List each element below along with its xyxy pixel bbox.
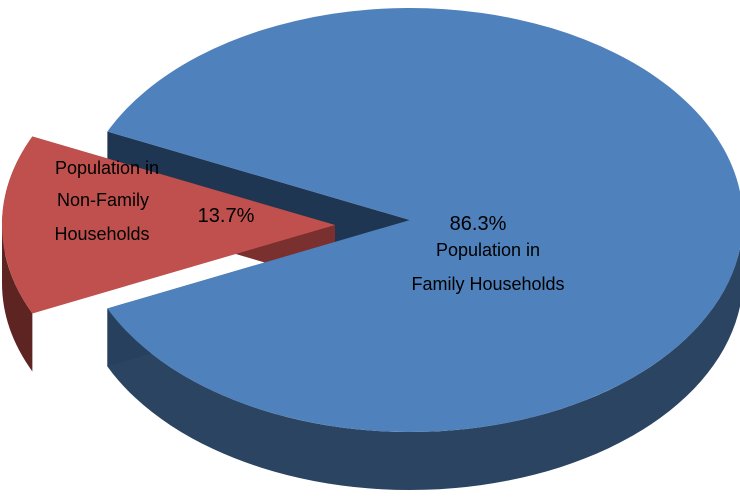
non-family-households-outer-side-left xyxy=(1,225,33,372)
family-households-value-label: 86.3% xyxy=(450,213,507,235)
family-households-label-line-1: Population in xyxy=(436,240,540,260)
family-households-outer-side xyxy=(107,248,740,490)
family-households-slice xyxy=(107,8,740,432)
non-family-households-label-line-1: Population in xyxy=(55,158,159,178)
non-family-households-label-line-3: Households xyxy=(54,224,149,244)
pie-top-faces xyxy=(1,8,740,432)
non-family-households-slice xyxy=(1,136,335,314)
non-family-households-label-line-2: Non-Family xyxy=(57,190,149,210)
non-family-households-value-label: 13.7% xyxy=(198,205,255,227)
family-households-label-line-2: Family Households xyxy=(411,274,564,294)
